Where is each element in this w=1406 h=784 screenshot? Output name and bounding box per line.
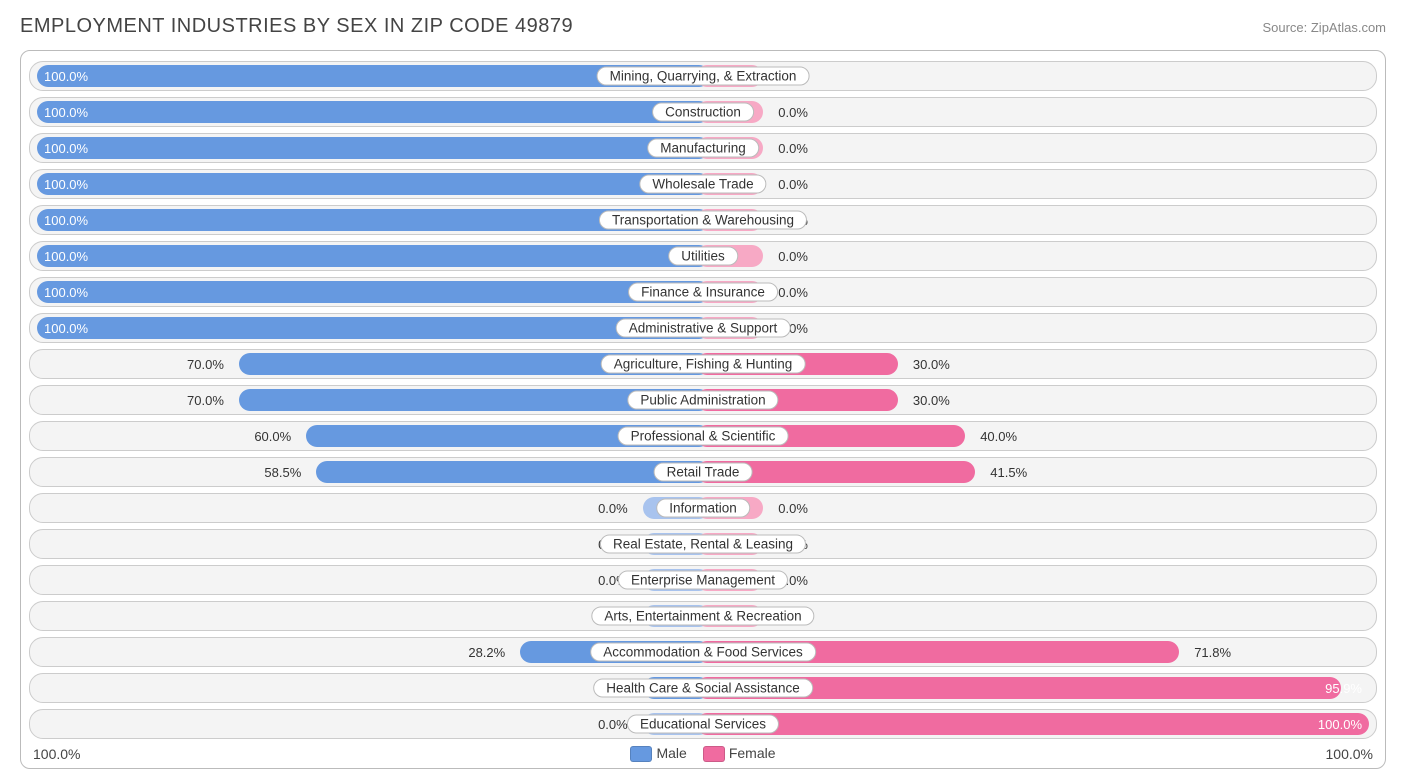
chart-row: 100.0% 0.0%Wholesale Trade — [29, 169, 1377, 199]
category-label: Real Estate, Rental & Leasing — [600, 535, 806, 554]
female-pct-label: 0.0% — [770, 134, 816, 162]
male-pct-label: 70.0% — [179, 386, 232, 414]
category-label: Educational Services — [627, 715, 779, 734]
chart-row: 0.0% 0.0% Information — [29, 493, 1377, 523]
female-pct-label: 95.9% — [1317, 674, 1370, 702]
chart-row: 100.0%0.0%Finance & Insurance — [29, 277, 1377, 307]
female-pct-label: 100.0% — [1310, 710, 1370, 738]
legend: Male Female — [630, 745, 775, 762]
category-label: Information — [656, 499, 750, 518]
female-pct-label: 0.0% — [770, 170, 816, 198]
category-label: Accommodation & Food Services — [590, 643, 816, 662]
male-pct-label: 70.0% — [179, 350, 232, 378]
male-bar — [37, 281, 710, 303]
category-label: Arts, Entertainment & Recreation — [591, 607, 814, 626]
male-pct-label: 28.2% — [460, 638, 513, 666]
legend-swatch — [703, 746, 725, 762]
chart-row: 58.5% 41.5% Retail Trade — [29, 457, 1377, 487]
chart-row: 100.0% 0.0% Utilities — [29, 241, 1377, 271]
male-pct-label: 100.0% — [36, 278, 96, 306]
female-pct-label: 71.8% — [1186, 638, 1239, 666]
male-pct-label: 58.5% — [256, 458, 309, 486]
chart-row: 70.0% 30.0% Agriculture, Fishing & Hunting — [29, 349, 1377, 379]
legend-item: Male — [630, 745, 686, 762]
female-pct-label: 0.0% — [770, 98, 816, 126]
chart-title: EMPLOYMENT INDUSTRIES BY SEX IN ZIP CODE… — [20, 15, 573, 38]
chart-row: 0.0%0.0%Real Estate, Rental & Leasing — [29, 529, 1377, 559]
male-bar — [37, 317, 710, 339]
chart-row: 100.0%0.0%Administrative & Support — [29, 313, 1377, 343]
category-label: Agriculture, Fishing & Hunting — [601, 355, 806, 374]
female-pct-label: 0.0% — [770, 242, 816, 270]
male-bar — [37, 173, 710, 195]
male-pct-label: 100.0% — [36, 98, 96, 126]
legend-swatch — [630, 746, 652, 762]
category-label: Enterprise Management — [618, 571, 788, 590]
category-label: Wholesale Trade — [639, 175, 766, 194]
male-bar — [316, 461, 710, 483]
female-pct-label: 40.0% — [972, 422, 1025, 450]
category-label: Health Care & Social Assistance — [593, 679, 813, 698]
chart-row: 60.0% 40.0% Professional & Scientific — [29, 421, 1377, 451]
male-bar — [37, 101, 710, 123]
chart-row: 100.0% 0.0% Construction — [29, 97, 1377, 127]
female-pct-label: 30.0% — [905, 350, 958, 378]
female-pct-label: 30.0% — [905, 386, 958, 414]
male-bar — [37, 137, 710, 159]
legend-label: Female — [729, 745, 776, 761]
chart-row: 100.0% 0.0% Manufacturing — [29, 133, 1377, 163]
male-pct-label: 100.0% — [36, 314, 96, 342]
male-bar — [37, 245, 710, 267]
category-label: Retail Trade — [654, 463, 753, 482]
category-label: Utilities — [668, 247, 738, 266]
chart-row: 28.2% 71.8% Accommodation & Food Services — [29, 637, 1377, 667]
category-label: Public Administration — [627, 391, 778, 410]
male-pct-label: 0.0% — [590, 494, 636, 522]
male-pct-label: 100.0% — [36, 134, 96, 162]
legend-item: Female — [703, 745, 776, 762]
chart-row: 0.0%0.0%Arts, Entertainment & Recreation — [29, 601, 1377, 631]
category-label: Administrative & Support — [616, 319, 791, 338]
male-pct-label: 100.0% — [36, 206, 96, 234]
chart-row: 100.0%0.0%Transportation & Warehousing — [29, 205, 1377, 235]
chart-row: 4.1%95.9%Health Care & Social Assistance — [29, 673, 1377, 703]
axis-right-label: 100.0% — [1326, 746, 1373, 762]
male-pct-label: 60.0% — [246, 422, 299, 450]
diverging-bar-chart: 100.0% 0.0% Mining, Quarrying, & Extractio… — [20, 50, 1386, 769]
female-bar — [696, 713, 1369, 735]
chart-row: 0.0%100.0%Educational Services — [29, 709, 1377, 739]
chart-footer: 100.0% Male Female 100.0% — [29, 745, 1377, 762]
female-pct-label: 0.0% — [770, 494, 816, 522]
category-label: Manufacturing — [647, 139, 759, 158]
female-pct-label: 41.5% — [982, 458, 1035, 486]
chart-row: 100.0%0.0%Mining, Quarrying, & Extractio… — [29, 61, 1377, 91]
category-label: Professional & Scientific — [618, 427, 789, 446]
male-pct-label: 100.0% — [36, 242, 96, 270]
male-pct-label: 100.0% — [36, 170, 96, 198]
category-label: Finance & Insurance — [628, 283, 778, 302]
category-label: Transportation & Warehousing — [599, 211, 807, 230]
chart-source: Source: ZipAtlas.com — [1262, 20, 1386, 35]
category-label: Mining, Quarrying, & Extraction — [597, 67, 810, 86]
male-pct-label: 100.0% — [36, 62, 96, 90]
legend-label: Male — [656, 745, 686, 761]
category-label: Construction — [652, 103, 754, 122]
axis-left-label: 100.0% — [33, 746, 80, 762]
chart-header: EMPLOYMENT INDUSTRIES BY SEX IN ZIP CODE… — [20, 15, 1386, 38]
chart-row: 70.0% 30.0% Public Administration — [29, 385, 1377, 415]
chart-row: 0.0%0.0%Enterprise Management — [29, 565, 1377, 595]
